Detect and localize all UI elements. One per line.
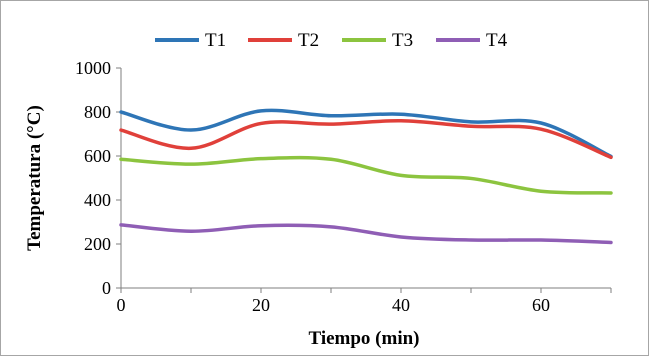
series-line-t3: [119, 155, 613, 195]
x-tick-label: 40: [392, 295, 410, 315]
legend-label-t4: T4: [486, 30, 508, 51]
series-line-t1: [119, 108, 613, 159]
plot-area: [119, 108, 613, 245]
legend-label-t3: T3: [392, 30, 413, 51]
series-line-t4: [119, 223, 613, 245]
x-tick-label: 20: [252, 295, 270, 315]
x-axis-title: Tiempo (min): [308, 328, 419, 349]
legend-label-t2: T2: [298, 30, 319, 51]
y-axis-title: Temperatura (°C): [24, 105, 45, 251]
y-tick-label: 800: [84, 102, 111, 122]
y-tick-label: 1000: [75, 58, 111, 78]
x-axis: 0 20 40 60: [117, 287, 612, 315]
y-tick-label: 200: [84, 234, 111, 254]
legend-label-t1: T1: [205, 30, 226, 51]
y-tick-label: 0: [102, 278, 111, 298]
legend: T1 T2 T3 T4: [155, 30, 508, 51]
y-tick-label: 600: [84, 146, 111, 166]
x-tick-label: 60: [532, 295, 550, 315]
y-axis: 0 200 400 600 800 1000: [75, 58, 122, 298]
series-line-t2: [119, 119, 613, 160]
x-tick-label: 0: [117, 295, 126, 315]
y-tick-label: 400: [84, 190, 111, 210]
